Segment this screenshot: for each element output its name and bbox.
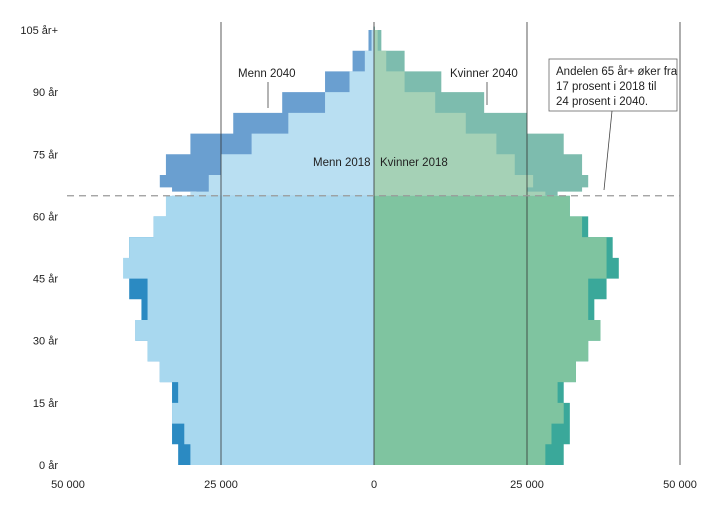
gridlines [220, 22, 681, 465]
x-axis-ticks: 50 000 25 000 0 25 000 50 000 [51, 479, 697, 491]
y-tick-label: 105 år+ [20, 25, 58, 37]
series-labels: Menn 2040 Kvinner 2040 Menn 2018 Kvinner… [238, 68, 518, 169]
x-tick-label: 25 000 [510, 479, 544, 491]
y-tick-label: 0 år [39, 460, 58, 472]
y-axis-ticks: 0 år 15 år 30 år 45 år 60 år 75 år 90 år 105 år… [20, 25, 58, 472]
x-tick-label: 50 000 [663, 479, 697, 491]
callout-line-1: Andelen 65 år+ øker fra [556, 66, 678, 78]
label-menn-2040: Menn 2040 [238, 68, 296, 80]
area-menn-2018-lower [123, 195, 374, 465]
y-tick-label: 60 år [33, 211, 58, 223]
x-tick-label: 50 000 [51, 479, 85, 491]
x-tick-label: 25 000 [204, 479, 238, 491]
y-tick-label: 90 år [33, 87, 58, 99]
area-kvinner-2018-lower [374, 195, 607, 465]
pyramid-areas [123, 26, 619, 465]
callout-line-3: 24 prosent i 2040. [556, 96, 648, 108]
y-tick-label: 75 år [33, 149, 58, 161]
y-tick-label: 15 år [33, 398, 58, 410]
callout-line-2: 17 prosent i 2018 til [556, 81, 656, 93]
label-kvinner-2040: Kvinner 2040 [450, 68, 518, 80]
callout-pointer [603, 110, 613, 191]
area-menn-2018-upper [165, 26, 374, 196]
label-menn-2018: Menn 2018 [313, 157, 371, 169]
x-tick-label: 0 [371, 479, 377, 491]
callout-box: Andelen 65 år+ øker fra 17 prosent i 201… [548, 58, 678, 191]
y-tick-label: 30 år [33, 336, 58, 348]
callout-frame [548, 58, 678, 112]
y-tick-label: 45 år [33, 274, 58, 286]
label-kvinner-2018: Kvinner 2018 [380, 157, 448, 169]
area-kvinner-2018-upper [374, 26, 570, 196]
